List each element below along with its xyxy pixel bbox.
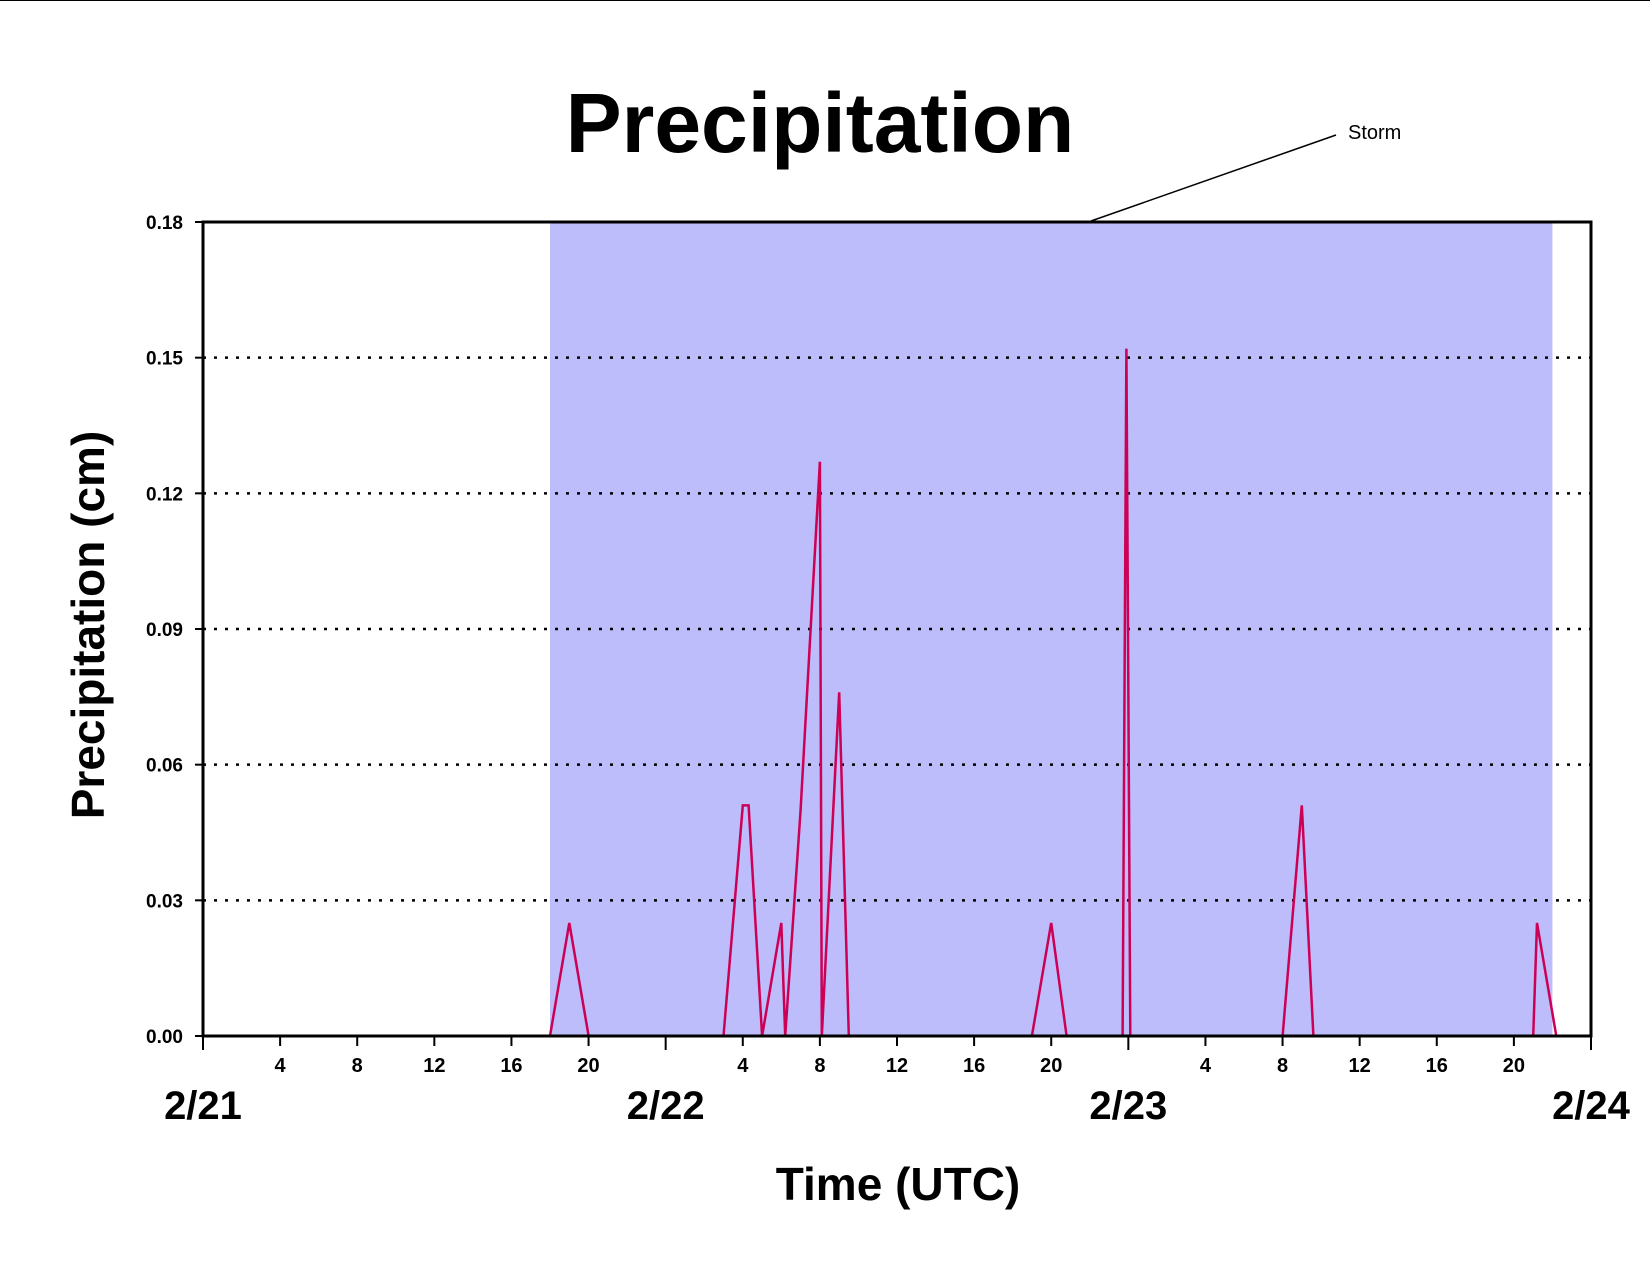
y-tick-label-5: 0.15 [146,349,183,370]
x-hour-label-5: 4 [737,1055,749,1077]
x-hour-label-3: 16 [500,1055,522,1077]
y-axis-ticks: 0.00 0.03 0.06 0.09 0.12 0.15 0.18 [146,213,203,1048]
x-hour-label-2: 12 [423,1055,445,1077]
x-hour-label-9: 20 [1040,1055,1062,1077]
x-hour-label-13: 16 [1426,1055,1448,1077]
storm-annotation-leader [1090,134,1337,222]
x-hour-label-12: 12 [1349,1055,1371,1077]
y-axis-label: Precipitation (cm) [62,431,114,820]
x-hour-label-10: 4 [1200,1055,1212,1077]
x-date-label-3: 2/24 [1552,1084,1631,1128]
chart-title: Precipitation [566,76,1075,170]
x-hour-label-11: 8 [1277,1055,1288,1077]
x-date-label-1: 2/22 [627,1084,705,1128]
x-hour-label-7: 12 [886,1055,908,1077]
y-tick-label-6: 0.18 [146,213,183,234]
y-tick-label-3: 0.09 [146,620,183,641]
x-hour-label-14: 20 [1503,1055,1525,1077]
x-axis-ticks: 4 8 12 16 20 4 8 12 16 20 4 8 12 16 20 2/21 2/22 2/23 2/24 [164,1036,1631,1128]
gridlines [203,356,1591,902]
series-line-0 [203,348,1591,1038]
x-date-label-2: 2/23 [1089,1084,1167,1128]
top-rule [0,0,1650,1]
x-date-label-0: 2/21 [164,1084,242,1128]
x-hour-label-6: 8 [814,1055,825,1077]
y-tick-label-2: 0.06 [146,756,183,777]
x-hour-label-0: 4 [275,1055,287,1077]
x-axis-label: Time (UTC) [776,1158,1021,1210]
y-tick-label-4: 0.12 [146,484,183,505]
y-tick-label-1: 0.03 [146,891,183,912]
storm-annotation-label: Storm [1348,122,1401,144]
x-hour-label-1: 8 [352,1055,363,1077]
x-hour-label-8: 16 [963,1055,985,1077]
x-hour-label-4: 20 [577,1055,599,1077]
y-tick-label-0: 0.00 [146,1027,183,1048]
